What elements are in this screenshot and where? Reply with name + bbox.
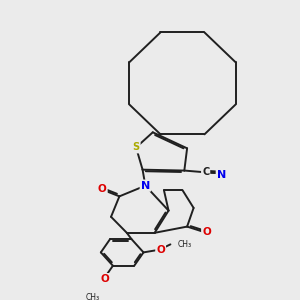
Text: CH₃: CH₃	[177, 240, 191, 249]
Text: S: S	[133, 142, 140, 152]
Text: O: O	[98, 184, 106, 194]
Text: N: N	[141, 181, 150, 191]
Text: CH₃: CH₃	[86, 293, 100, 300]
Text: O: O	[202, 227, 211, 237]
Text: O: O	[100, 274, 109, 284]
Text: C: C	[202, 167, 209, 177]
Text: O: O	[156, 245, 165, 255]
Text: N: N	[217, 169, 226, 180]
